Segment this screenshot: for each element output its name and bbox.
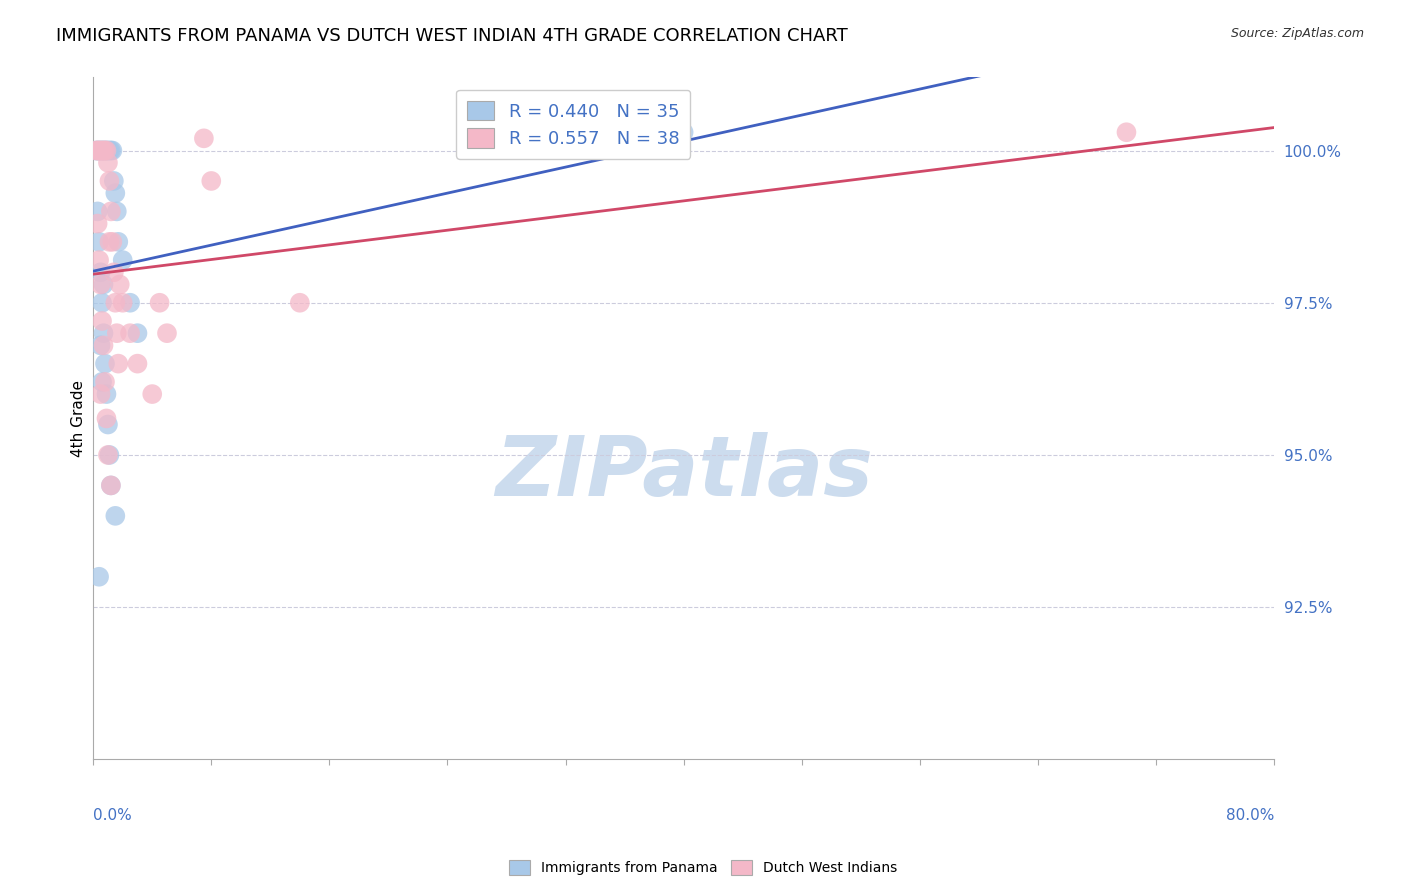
Point xyxy=(87,253,110,268)
Point xyxy=(100,478,122,492)
Point xyxy=(98,144,121,158)
Point xyxy=(93,144,115,158)
Point xyxy=(94,144,117,158)
Point xyxy=(156,326,179,341)
Point xyxy=(104,186,127,201)
Point xyxy=(86,144,108,158)
Point xyxy=(98,448,121,462)
Legend: R = 0.440   N = 35, R = 0.557   N = 38: R = 0.440 N = 35, R = 0.557 N = 38 xyxy=(457,90,690,159)
Point xyxy=(105,326,128,341)
Point xyxy=(100,478,122,492)
Point xyxy=(193,131,215,145)
Point xyxy=(105,204,128,219)
Point xyxy=(1115,125,1137,139)
Point xyxy=(103,174,125,188)
Point xyxy=(101,235,124,249)
Point xyxy=(90,144,112,158)
Point xyxy=(91,144,114,158)
Text: IMMIGRANTS FROM PANAMA VS DUTCH WEST INDIAN 4TH GRADE CORRELATION CHART: IMMIGRANTS FROM PANAMA VS DUTCH WEST IND… xyxy=(56,27,848,45)
Point xyxy=(120,326,142,341)
Point xyxy=(87,570,110,584)
Legend: Immigrants from Panama, Dutch West Indians: Immigrants from Panama, Dutch West India… xyxy=(503,855,903,880)
Point xyxy=(107,235,129,249)
Text: 0.0%: 0.0% xyxy=(93,808,132,823)
Point xyxy=(97,144,120,158)
Point xyxy=(87,235,110,249)
Point xyxy=(111,253,134,268)
Point xyxy=(127,357,149,371)
Point xyxy=(200,174,222,188)
Point xyxy=(91,375,114,389)
Point xyxy=(94,144,117,158)
Point xyxy=(90,144,112,158)
Point xyxy=(86,204,108,219)
Point xyxy=(84,144,107,158)
Text: ZIPatlas: ZIPatlas xyxy=(495,433,873,514)
Point xyxy=(100,204,122,219)
Point xyxy=(98,235,121,249)
Point xyxy=(94,357,117,371)
Text: 80.0%: 80.0% xyxy=(1226,808,1274,823)
Point xyxy=(108,277,131,292)
Point xyxy=(96,144,118,158)
Point xyxy=(107,357,129,371)
Point xyxy=(103,265,125,279)
Point xyxy=(90,387,112,401)
Point xyxy=(111,295,134,310)
Point xyxy=(94,375,117,389)
Point xyxy=(97,448,120,462)
Point xyxy=(97,155,120,169)
Point xyxy=(120,295,142,310)
Point xyxy=(93,326,115,341)
Point xyxy=(288,295,311,310)
Point xyxy=(86,144,108,158)
Point xyxy=(84,144,107,158)
Point xyxy=(90,338,112,352)
Point xyxy=(96,144,118,158)
Point xyxy=(91,314,114,328)
Point xyxy=(87,144,110,158)
Point xyxy=(672,125,695,139)
Point xyxy=(90,265,112,279)
Point xyxy=(93,338,115,352)
Point xyxy=(90,277,112,292)
Point xyxy=(127,326,149,341)
Point xyxy=(104,295,127,310)
Y-axis label: 4th Grade: 4th Grade xyxy=(72,380,86,457)
Point xyxy=(87,144,110,158)
Point xyxy=(104,508,127,523)
Point xyxy=(100,144,122,158)
Point xyxy=(96,387,118,401)
Point xyxy=(149,295,172,310)
Point xyxy=(97,417,120,432)
Point xyxy=(91,295,114,310)
Text: Source: ZipAtlas.com: Source: ZipAtlas.com xyxy=(1230,27,1364,40)
Point xyxy=(141,387,163,401)
Point xyxy=(91,144,114,158)
Point xyxy=(101,144,124,158)
Point xyxy=(93,144,115,158)
Point xyxy=(98,174,121,188)
Point xyxy=(93,277,115,292)
Point xyxy=(86,217,108,231)
Point xyxy=(96,411,118,425)
